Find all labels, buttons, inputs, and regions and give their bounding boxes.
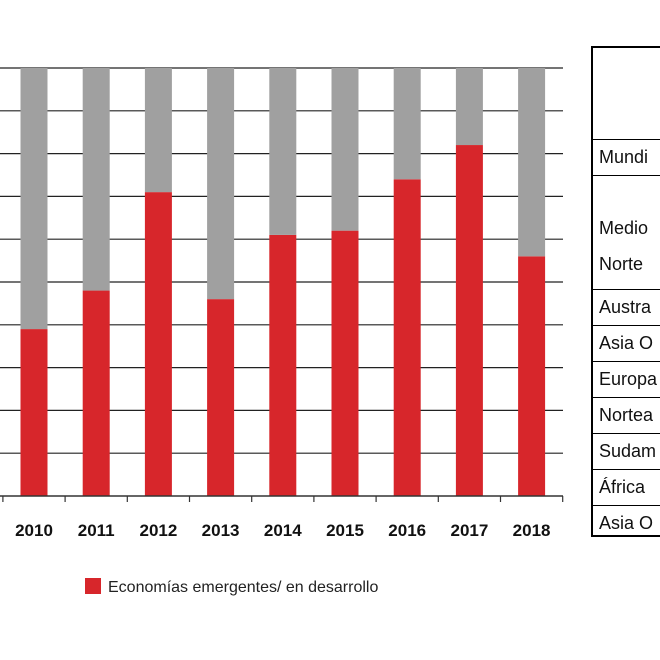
x-tick-label-2016: 2016: [388, 521, 426, 540]
x-tick-label-2015: 2015: [326, 521, 364, 540]
x-tick-labels: 2010 2011 2012 2013 2014 2015 2016 2017 2018: [15, 521, 550, 540]
legend-label-emerging: Economías emergentes/ en desarrollo: [108, 579, 378, 596]
bar-2010-remainder: [20, 68, 48, 330]
region-table-cell: África: [599, 477, 646, 497]
x-tick-label-2010: 2010: [15, 521, 53, 540]
region-table-row: Asia O: [593, 326, 660, 362]
region-table-cell: Sudam: [599, 441, 657, 461]
bar-2014-remainder: [269, 68, 297, 235]
bar-2013-emerging: [207, 299, 235, 496]
bar-2016-remainder: [393, 68, 421, 180]
region-table-cell: Asia O: [599, 513, 654, 533]
x-tick-label-2012: 2012: [139, 521, 177, 540]
region-table-cell: Medio: [599, 218, 649, 238]
bar-2016-emerging: [393, 179, 421, 496]
bar-2010-emerging: [20, 329, 48, 496]
bar-2017-remainder: [455, 68, 483, 146]
region-table-cell: Austra: [599, 297, 652, 317]
region-table-cell: Mundi: [599, 147, 649, 167]
region-table-row: Austra: [593, 290, 660, 326]
region-table-cell: Asia O: [599, 333, 654, 353]
region-table-row: Medio Norte: [593, 176, 660, 290]
bar-2018-emerging: [518, 256, 546, 496]
region-table-row: Europa: [593, 362, 660, 398]
region-table-cell: Europa: [599, 369, 658, 389]
bar-2012-remainder: [144, 68, 172, 193]
region-table-row: Nortea: [593, 398, 660, 434]
x-tick-label-2017: 2017: [450, 521, 488, 540]
region-table-cell: Nortea: [599, 405, 654, 425]
region-table-row: Sudam: [593, 434, 660, 470]
region-table-row: [593, 48, 660, 140]
bar-2018-remainder: [518, 68, 546, 257]
bar-2015-emerging: [331, 230, 359, 496]
region-table-cell: Norte: [599, 254, 644, 274]
region-table-row: Mundi: [593, 140, 660, 176]
x-tick-label-2018: 2018: [513, 521, 551, 540]
bar-2011-emerging: [82, 290, 110, 496]
x-tick-label-2011: 2011: [78, 521, 115, 540]
region-table-row: Asia O: [593, 506, 660, 535]
bar-2017-emerging: [455, 145, 483, 497]
bar-2012-emerging: [144, 192, 172, 496]
x-tick-label-2014: 2014: [264, 521, 302, 540]
bar-2015-remainder: [331, 68, 359, 231]
region-table-row: África: [593, 470, 660, 506]
x-tick-label-2013: 2013: [202, 521, 240, 540]
region-table: Mundi Medio Norte Austra Asia O Europa Nortea S…: [591, 46, 660, 537]
legend: Economías emergentes/ en desarrollo: [85, 578, 378, 596]
legend-swatch-emerging: [85, 578, 101, 594]
bar-2013-remainder: [207, 68, 235, 300]
bars: [20, 68, 546, 497]
bar-2011-remainder: [82, 68, 110, 291]
bar-2014-emerging: [269, 234, 297, 497]
